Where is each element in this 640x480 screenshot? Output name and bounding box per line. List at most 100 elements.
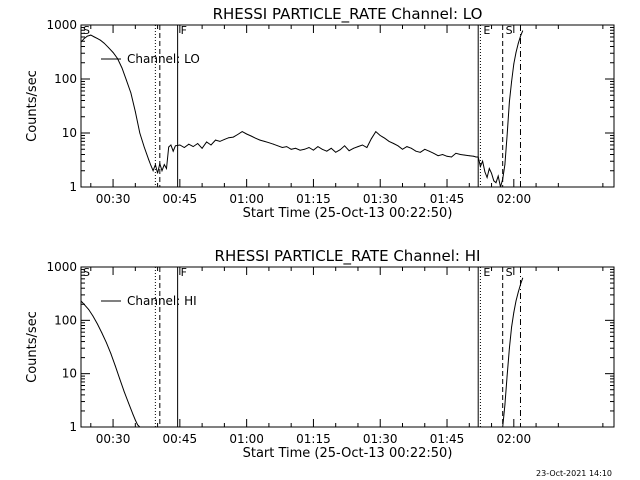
data-point (384, 137, 386, 139)
x-tick-label: 02:00 (497, 432, 532, 446)
data-point (308, 147, 310, 148)
data-point (264, 140, 265, 142)
y-tick-label: 100 (54, 72, 77, 86)
data-point (219, 140, 221, 142)
data-point (110, 352, 112, 354)
data-point (168, 146, 170, 148)
x-axis-label: Start Time (25-Oct-13 00:22:50) (243, 206, 453, 221)
data-point (504, 164, 506, 165)
data-point (268, 142, 270, 144)
data-point (520, 284, 521, 285)
data-point (388, 140, 390, 142)
x-tick-label: 00:45 (163, 432, 198, 446)
data-point (397, 145, 399, 147)
data-point (522, 30, 524, 32)
data-point (437, 155, 439, 157)
data-point (232, 136, 234, 138)
data-point (80, 41, 82, 43)
data-point (488, 168, 490, 169)
y-axis-label: Counts/sec (25, 311, 40, 383)
data-point (344, 145, 346, 147)
data-point (353, 147, 354, 149)
data-point (215, 139, 216, 141)
data-point (502, 426, 504, 428)
data-point (126, 79, 127, 81)
data-point (406, 146, 408, 147)
data-point (326, 150, 328, 152)
data-point (464, 154, 466, 156)
data-point (130, 92, 132, 94)
event-marker-label: E (483, 266, 490, 279)
data-point (206, 141, 207, 143)
data-point (500, 186, 501, 188)
x-tick-label: 01:45 (430, 192, 465, 206)
data-point (92, 315, 94, 317)
data-point (468, 155, 470, 157)
data-point (480, 166, 481, 167)
start-marker-label: S (83, 266, 90, 279)
data-point (192, 146, 194, 147)
data-point (157, 172, 158, 174)
data-point (475, 156, 477, 158)
data-point (83, 303, 85, 305)
data-point (143, 146, 145, 148)
data-point (330, 147, 332, 149)
data-point (97, 323, 98, 325)
data-point (112, 52, 114, 53)
data-point (484, 171, 486, 173)
x-tick-label: 01:45 (430, 432, 465, 446)
data-point (228, 137, 230, 139)
data-point (93, 36, 95, 38)
data-point (513, 312, 515, 313)
data-point (446, 155, 448, 157)
data-point (237, 134, 239, 135)
event-marker-label: S (506, 24, 513, 37)
data-point (119, 378, 121, 380)
y-tick-label: 10 (62, 126, 77, 140)
data-point (508, 101, 510, 103)
y-tick-label: 10 (62, 367, 77, 381)
data-point (335, 151, 337, 153)
data-point (504, 404, 506, 406)
x-tick-label: 01:30 (363, 192, 398, 206)
data-point (241, 131, 243, 133)
data-point (459, 154, 461, 155)
data-point (286, 146, 288, 147)
data-point (132, 414, 134, 416)
data-point (520, 35, 521, 37)
data-point (339, 149, 341, 151)
data-point (166, 168, 167, 169)
start-marker-label: S (83, 24, 90, 37)
data-point (197, 143, 199, 144)
data-point (419, 151, 421, 153)
event-marker-label: F (181, 266, 187, 279)
data-point (188, 143, 190, 145)
x-tick-label: 01:00 (229, 432, 264, 446)
data-point (402, 148, 403, 150)
data-point (442, 154, 443, 155)
series-line (80, 277, 524, 428)
data-point (259, 139, 261, 141)
chart-title: RHESSI PARTICLE_RATE Channel: LO (213, 5, 483, 24)
data-point (506, 375, 508, 377)
data-point (250, 135, 252, 137)
data-point (172, 150, 174, 152)
timestamp: 23-Oct-2021 14:10 (536, 469, 612, 478)
data-point (410, 147, 412, 149)
data-point (210, 144, 212, 146)
data-point (393, 143, 394, 144)
data-point (134, 419, 136, 421)
event-marker-label: F (181, 24, 187, 37)
data-point (121, 67, 123, 69)
x-tick-label: 01:15 (296, 192, 331, 206)
data-point (370, 138, 372, 140)
data-point (183, 147, 185, 148)
data-point (415, 150, 417, 152)
legend-label: Channel: LO (127, 52, 200, 66)
chart-title: RHESSI PARTICLE_RATE Channel: HI (215, 247, 481, 266)
data-point (502, 178, 504, 180)
x-tick-label: 01:15 (296, 432, 331, 446)
data-point (497, 175, 499, 177)
data-point (154, 164, 156, 165)
